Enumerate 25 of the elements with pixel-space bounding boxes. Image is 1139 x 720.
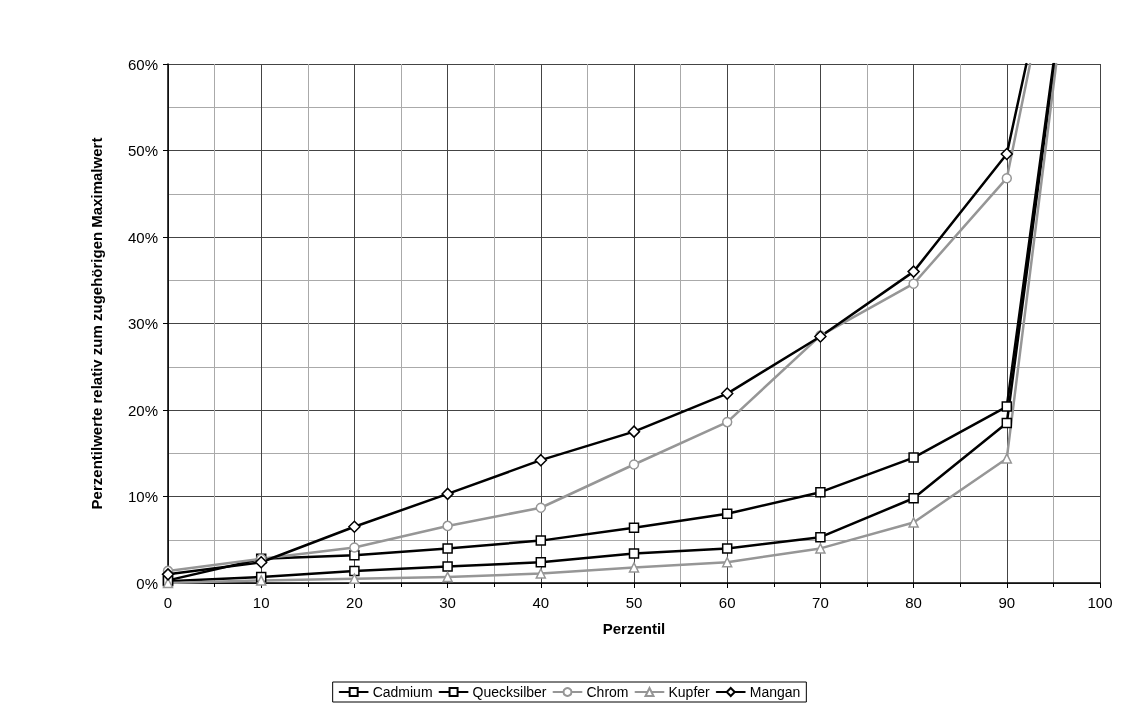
- y-tick-label: 0%: [136, 574, 158, 592]
- y-tick-label: 10%: [127, 488, 158, 505]
- legend-label: Cadmium: [372, 684, 433, 700]
- y-axis-title: Perzentilwerte relativ zum zugehörigen Maximalwert: [88, 137, 105, 510]
- x-tick-label: 50: [625, 594, 643, 611]
- y-tick-label: 20%: [127, 401, 158, 419]
- x-axis-title: Perzentil: [602, 620, 666, 637]
- legend-label: Quecksilber: [472, 684, 547, 700]
- x-tick-label: 70: [812, 594, 829, 611]
- y-tick-label: 50%: [127, 142, 158, 159]
- legend-label: Chrom: [586, 684, 629, 700]
- y-tick-label: 60%: [127, 55, 158, 73]
- legend-label: Kupfer: [668, 684, 711, 700]
- x-tick-label: 30: [439, 594, 456, 611]
- x-tick-label: 10: [252, 594, 270, 611]
- legend-label: Mangan: [749, 684, 801, 700]
- y-tick-label: 30%: [127, 315, 158, 332]
- x-tick-label: 80: [905, 594, 922, 611]
- x-tick-label: 60: [718, 594, 736, 611]
- x-tick-label: 40: [532, 594, 550, 611]
- y-tick-label: 40%: [127, 228, 158, 246]
- x-tick-label: 20: [346, 594, 363, 611]
- x-tick-label: 100: [1087, 594, 1113, 611]
- x-tick-label: 90: [998, 594, 1016, 611]
- x-tick-label: 0: [163, 594, 173, 611]
